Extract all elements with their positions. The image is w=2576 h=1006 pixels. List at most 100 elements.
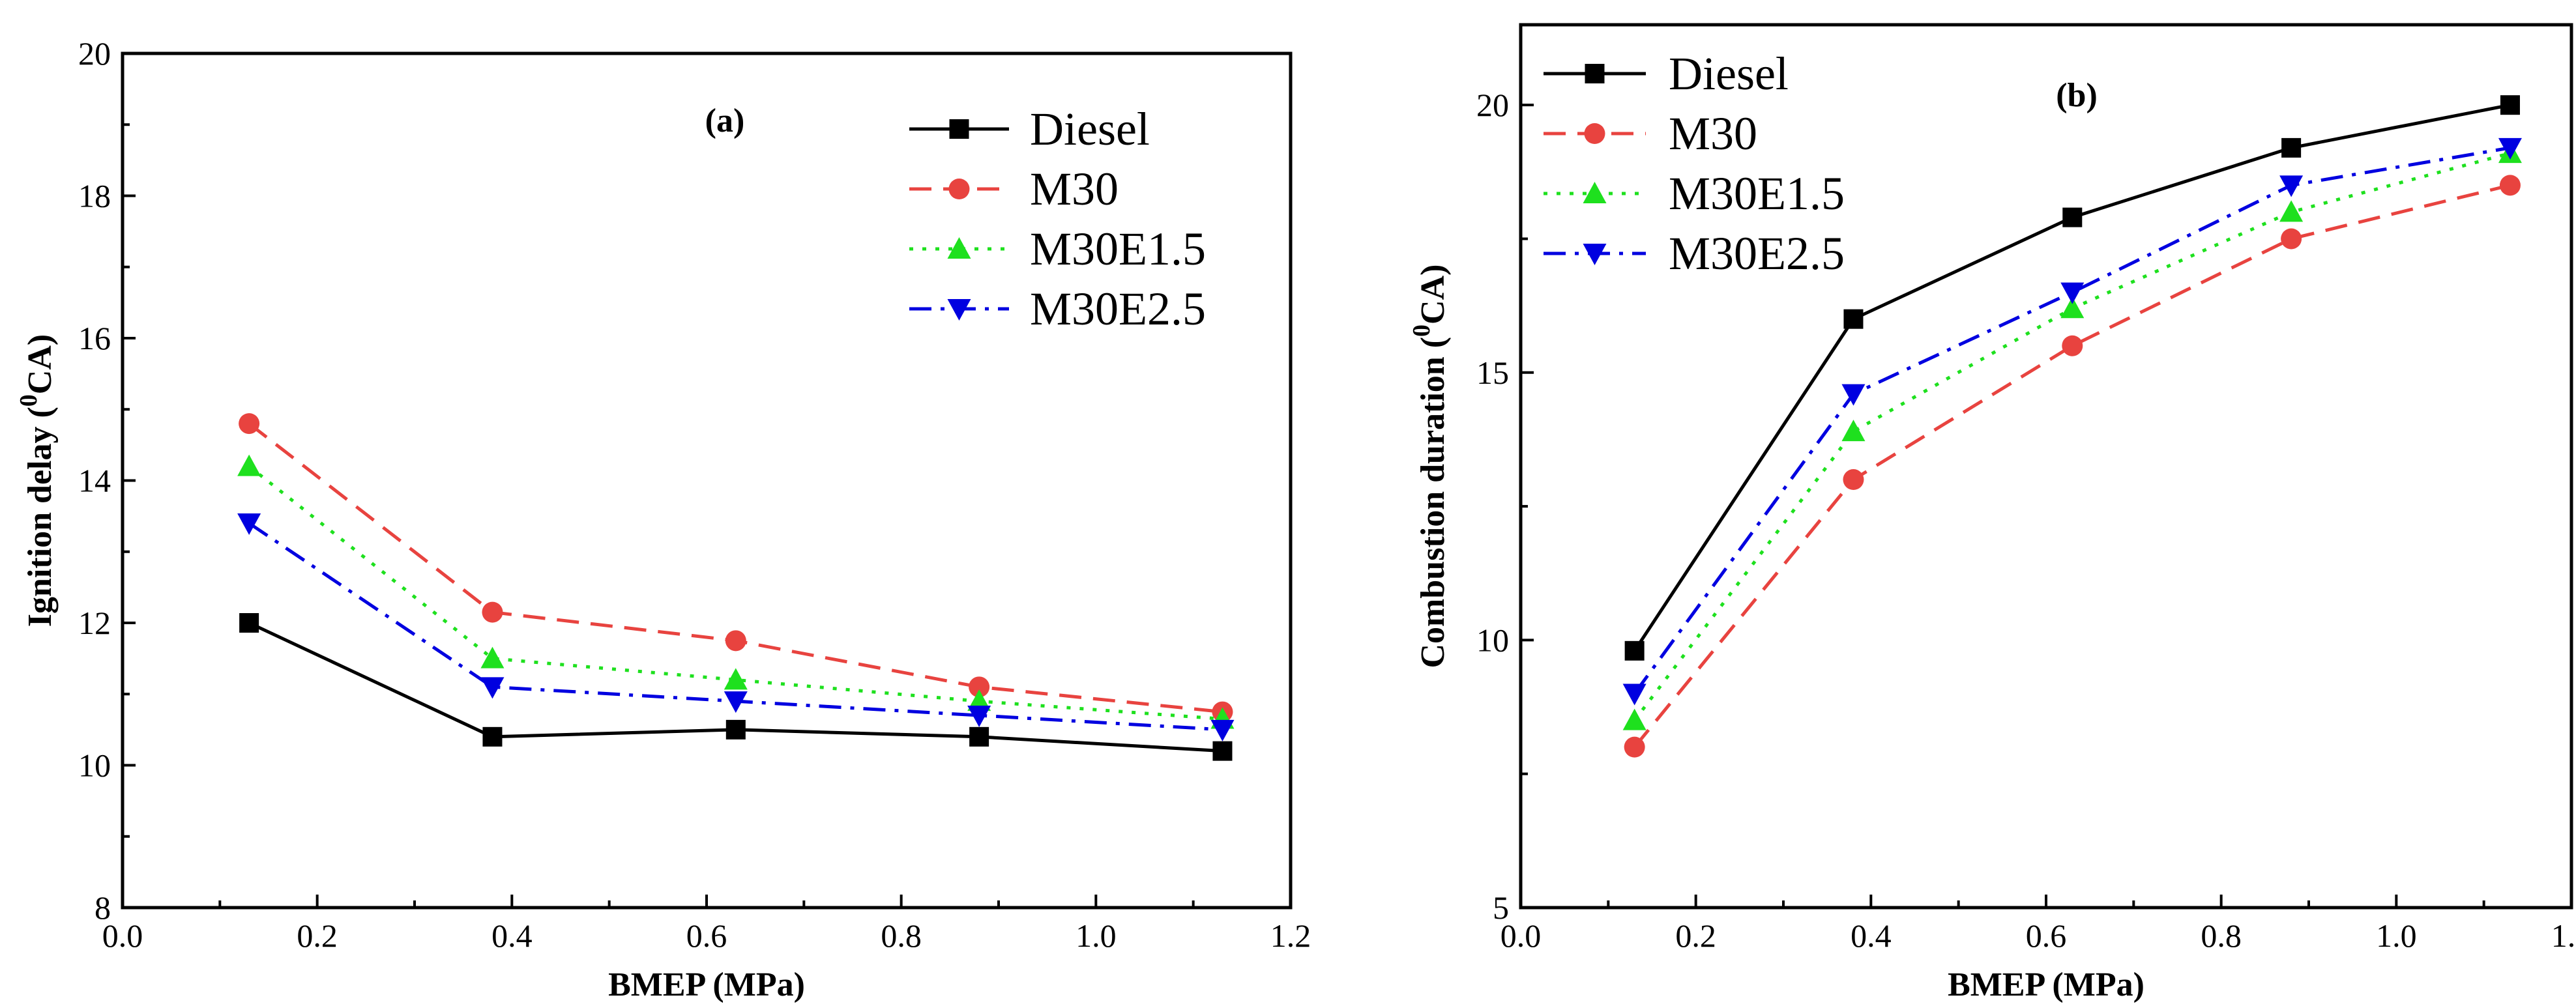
- a-series-diesel: [239, 613, 1233, 761]
- a-y-axis-title-main: Ignition delay (: [22, 407, 59, 627]
- a-series-m30e2-5: [237, 513, 1235, 741]
- a-data-point: [480, 646, 505, 668]
- a-data-point: [482, 726, 503, 747]
- b-data-point: [1841, 420, 1866, 442]
- a-x-axis-title: BMEP (MPa): [608, 966, 805, 1003]
- b-series-m30: [1624, 175, 2521, 758]
- a-data-point: [724, 691, 748, 713]
- b-data-point: [2498, 137, 2522, 160]
- b-data-point: [2279, 175, 2304, 197]
- panel-b: 0.0 0.2 0.4 0.6 0.8 1.0 1.2 5 10 15 20 BMEP (MPa) Co…: [1408, 23, 2576, 1003]
- b-legend-label: M30E1.5: [1669, 167, 1845, 220]
- a-data-point: [482, 601, 503, 623]
- a-data-point: [725, 630, 746, 652]
- a-legend-marker: [948, 179, 970, 199]
- b-legend-label: Diesel: [1669, 48, 1789, 100]
- b-x-tick-label: 0.2: [1675, 917, 1716, 954]
- a-y-tick-label: 12: [78, 605, 111, 641]
- a-y-axis-title-end: CA): [22, 334, 59, 394]
- b-y-axis-title: Combustion duration (0CA): [1408, 265, 1452, 668]
- b-y-axis-title-end: CA): [1414, 265, 1452, 324]
- b-y-tick-label: 5: [1493, 889, 1509, 926]
- b-data-point: [2060, 296, 2085, 319]
- a-y-axis-title: Ignition delay (0CA): [15, 334, 59, 627]
- b-y-tick-label: 20: [1476, 87, 1509, 123]
- b-x-tick-label: 0.4: [1851, 917, 1892, 954]
- a-x-tick-label: 1.0: [1076, 917, 1117, 954]
- b-data-point: [2281, 228, 2302, 250]
- a-data-point: [237, 513, 261, 536]
- a-legend-marker: [947, 237, 971, 259]
- a-data-point: [237, 454, 261, 476]
- a-legend: Diesel M30 M30E1.5 M30E2.5: [909, 103, 1206, 335]
- a-data-point: [967, 689, 991, 711]
- a-data-point: [725, 719, 746, 740]
- a-legend-label: M30: [1030, 163, 1119, 215]
- a-x-tick-label: 0.0: [102, 917, 143, 954]
- b-data-point: [2499, 175, 2521, 196]
- b-x-tick-label: 1.0: [2376, 917, 2417, 954]
- a-x-tick-label: 0.8: [881, 917, 922, 954]
- a-data-point: [969, 676, 990, 698]
- a-y-tick-label: 10: [78, 747, 111, 784]
- a-legend-label: Diesel: [1030, 103, 1150, 155]
- a-data-point: [239, 413, 260, 435]
- a-x-tick-label: 0.6: [686, 917, 727, 954]
- a-x-tick-label: 0.4: [491, 917, 533, 954]
- b-legend-label: M30E2.5: [1669, 227, 1845, 280]
- b-x-axis-title: BMEP (MPa): [1948, 966, 2144, 1003]
- a-y-tick-label: 16: [78, 320, 111, 356]
- b-legend-label: M30: [1669, 108, 1757, 160]
- a-y-tick-label: 18: [78, 178, 111, 214]
- b-data-point: [2062, 335, 2083, 356]
- b-series-line: [1633, 183, 2511, 749]
- a-data-point: [1210, 719, 1235, 741]
- b-data-point: [1622, 708, 1647, 730]
- a-data-point: [969, 726, 989, 747]
- a-x-tick-label: 1.2: [1270, 917, 1311, 954]
- a-data-point: [724, 668, 748, 690]
- b-y-tick-label: 15: [1476, 354, 1509, 391]
- a-legend-marker: [947, 299, 971, 321]
- b-x-tick-label: 0.0: [1500, 917, 1542, 954]
- b-data-point: [1841, 384, 1866, 406]
- a-x-tick-label: 0.2: [297, 917, 338, 954]
- b-x-tick-label: 1.2: [2551, 917, 2576, 954]
- a-legend-label: M30E1.5: [1030, 223, 1206, 275]
- a-legend-label: M30E2.5: [1030, 283, 1206, 335]
- a-y-axis-title-sup: 0: [15, 394, 42, 407]
- b-data-point: [2500, 95, 2520, 115]
- a-y-tick-label: 20: [78, 35, 111, 72]
- b-data-point: [1843, 309, 1864, 329]
- b-data-point: [1624, 736, 1645, 758]
- b-data-point: [2060, 282, 2085, 304]
- a-panel-label: (a): [705, 102, 745, 139]
- b-series-m30e2-5: [1622, 137, 2522, 706]
- b-y-axis-title-main: Combustion duration (: [1414, 337, 1452, 668]
- a-y-tick-label: 14: [78, 463, 111, 499]
- b-legend: Diesel M30 M30E1.5 M30E2.5: [1544, 48, 1845, 280]
- b-series-diesel: [1624, 95, 2520, 661]
- b-data-point: [1624, 640, 1645, 661]
- panel-a: 0.0 0.2 0.4 0.6 0.8 1.0 1.2 8 10 12 14 16 18 20 BMEP (…: [15, 35, 1311, 1003]
- b-panel-label: (b): [2056, 77, 2098, 114]
- b-y-tick-label: 10: [1476, 622, 1509, 658]
- b-legend-marker: [1583, 182, 1607, 203]
- a-data-point: [239, 613, 259, 633]
- b-data-point: [1843, 469, 1864, 491]
- b-data-point: [2281, 137, 2302, 158]
- b-x-tick-label: 0.8: [2201, 917, 2242, 954]
- b-data-point: [2279, 200, 2304, 222]
- a-y-tick-label: 8: [95, 889, 111, 926]
- b-data-point: [1622, 683, 1647, 706]
- a-data-point: [967, 706, 991, 728]
- a-legend-marker: [949, 119, 969, 139]
- a-data-point: [1212, 741, 1233, 761]
- b-legend-marker: [1585, 64, 1605, 83]
- b-y-axis-title-sup: 0: [1408, 324, 1435, 337]
- a-data-point: [480, 677, 505, 699]
- b-legend-marker: [1583, 244, 1607, 265]
- b-x-tick-label: 0.6: [2026, 917, 2067, 954]
- b-data-point: [2062, 207, 2083, 227]
